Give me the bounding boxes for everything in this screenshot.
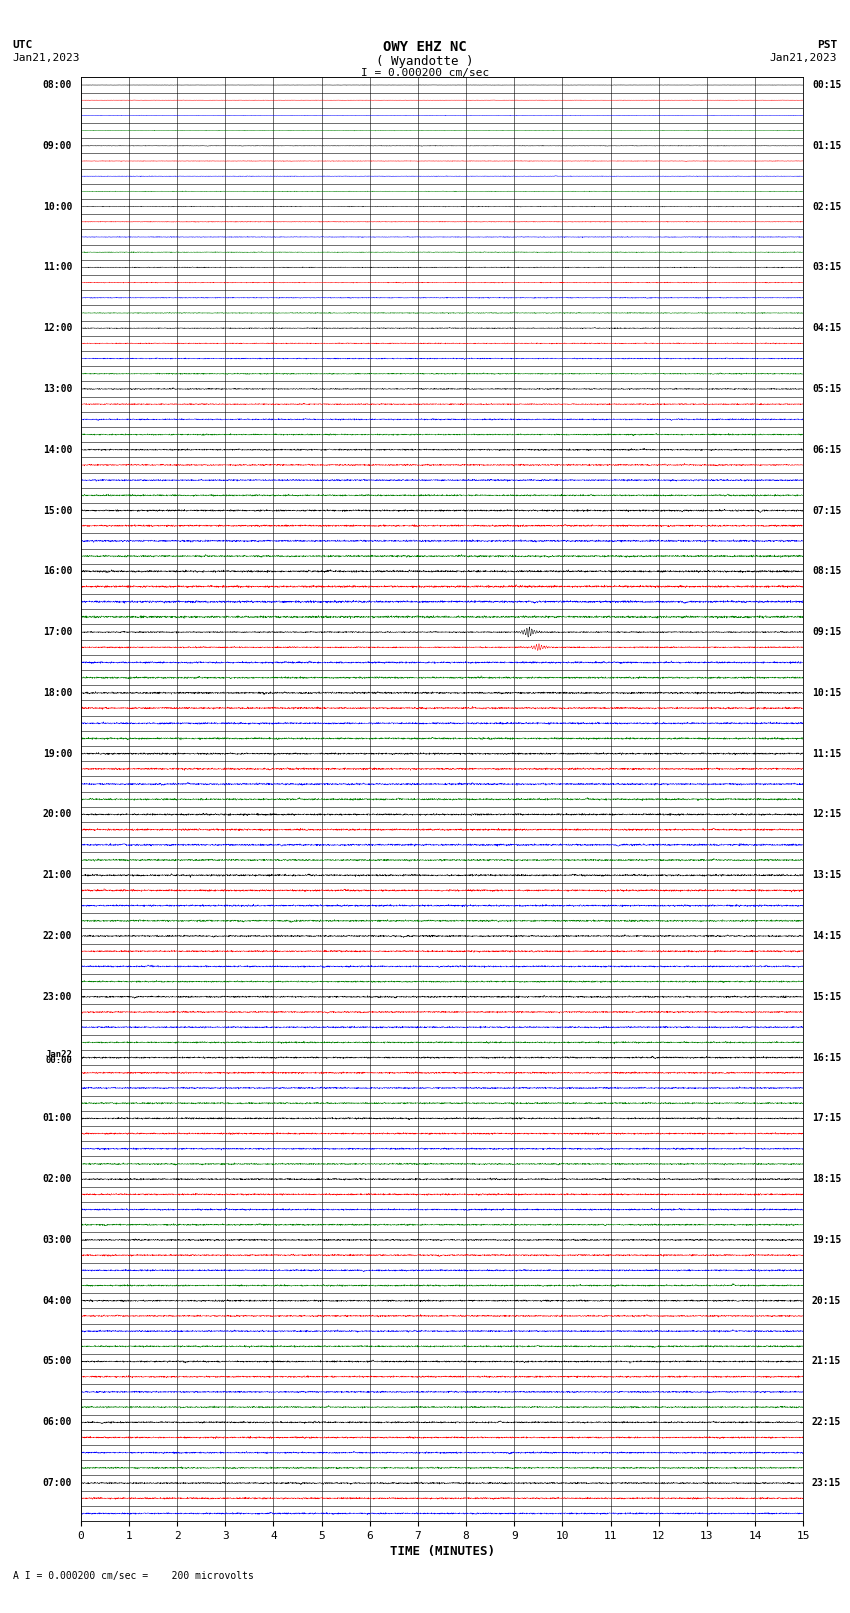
Text: 12:15: 12:15 [812,810,842,819]
Text: 23:15: 23:15 [812,1478,842,1489]
Text: 05:00: 05:00 [42,1357,72,1366]
Text: 07:15: 07:15 [812,505,842,516]
Text: 04:15: 04:15 [812,323,842,334]
Text: 10:00: 10:00 [42,202,72,211]
Text: 18:00: 18:00 [42,687,72,698]
Text: 04:00: 04:00 [42,1295,72,1305]
Text: 11:00: 11:00 [42,263,72,273]
Text: 19:00: 19:00 [42,748,72,758]
Text: 20:15: 20:15 [812,1295,842,1305]
Text: Jan21,2023: Jan21,2023 [13,53,80,63]
Text: 19:15: 19:15 [812,1236,842,1245]
Text: 22:00: 22:00 [42,931,72,940]
Text: 15:00: 15:00 [42,505,72,516]
Text: 11:15: 11:15 [812,748,842,758]
Text: I = 0.000200 cm/sec: I = 0.000200 cm/sec [361,68,489,77]
Text: 03:15: 03:15 [812,263,842,273]
Text: 02:00: 02:00 [42,1174,72,1184]
X-axis label: TIME (MINUTES): TIME (MINUTES) [389,1545,495,1558]
Text: 08:00: 08:00 [42,81,72,90]
Text: UTC: UTC [13,40,33,50]
Text: 02:15: 02:15 [812,202,842,211]
Text: 22:15: 22:15 [812,1418,842,1428]
Text: 13:00: 13:00 [42,384,72,394]
Text: 12:00: 12:00 [42,323,72,334]
Text: Jan21,2023: Jan21,2023 [770,53,837,63]
Text: 16:15: 16:15 [812,1053,842,1063]
Text: 06:00: 06:00 [42,1418,72,1428]
Text: 16:00: 16:00 [42,566,72,576]
Text: 20:00: 20:00 [42,810,72,819]
Text: 00:00: 00:00 [45,1057,72,1066]
Text: 06:15: 06:15 [812,445,842,455]
Text: 01:15: 01:15 [812,140,842,150]
Text: 07:00: 07:00 [42,1478,72,1489]
Text: 08:15: 08:15 [812,566,842,576]
Text: Jan22: Jan22 [45,1050,72,1058]
Text: 09:00: 09:00 [42,140,72,150]
Text: 00:15: 00:15 [812,81,842,90]
Text: 17:15: 17:15 [812,1113,842,1123]
Text: OWY EHZ NC: OWY EHZ NC [383,40,467,55]
Text: 14:00: 14:00 [42,445,72,455]
Text: 05:15: 05:15 [812,384,842,394]
Text: PST: PST [817,40,837,50]
Text: A I = 0.000200 cm/sec =    200 microvolts: A I = 0.000200 cm/sec = 200 microvolts [13,1571,253,1581]
Text: 17:00: 17:00 [42,627,72,637]
Text: 21:15: 21:15 [812,1357,842,1366]
Text: 10:15: 10:15 [812,687,842,698]
Text: 21:00: 21:00 [42,871,72,881]
Text: 18:15: 18:15 [812,1174,842,1184]
Text: 03:00: 03:00 [42,1236,72,1245]
Text: 09:15: 09:15 [812,627,842,637]
Text: 15:15: 15:15 [812,992,842,1002]
Text: 01:00: 01:00 [42,1113,72,1123]
Text: 23:00: 23:00 [42,992,72,1002]
Text: 13:15: 13:15 [812,871,842,881]
Text: 14:15: 14:15 [812,931,842,940]
Text: ( Wyandotte ): ( Wyandotte ) [377,55,473,68]
